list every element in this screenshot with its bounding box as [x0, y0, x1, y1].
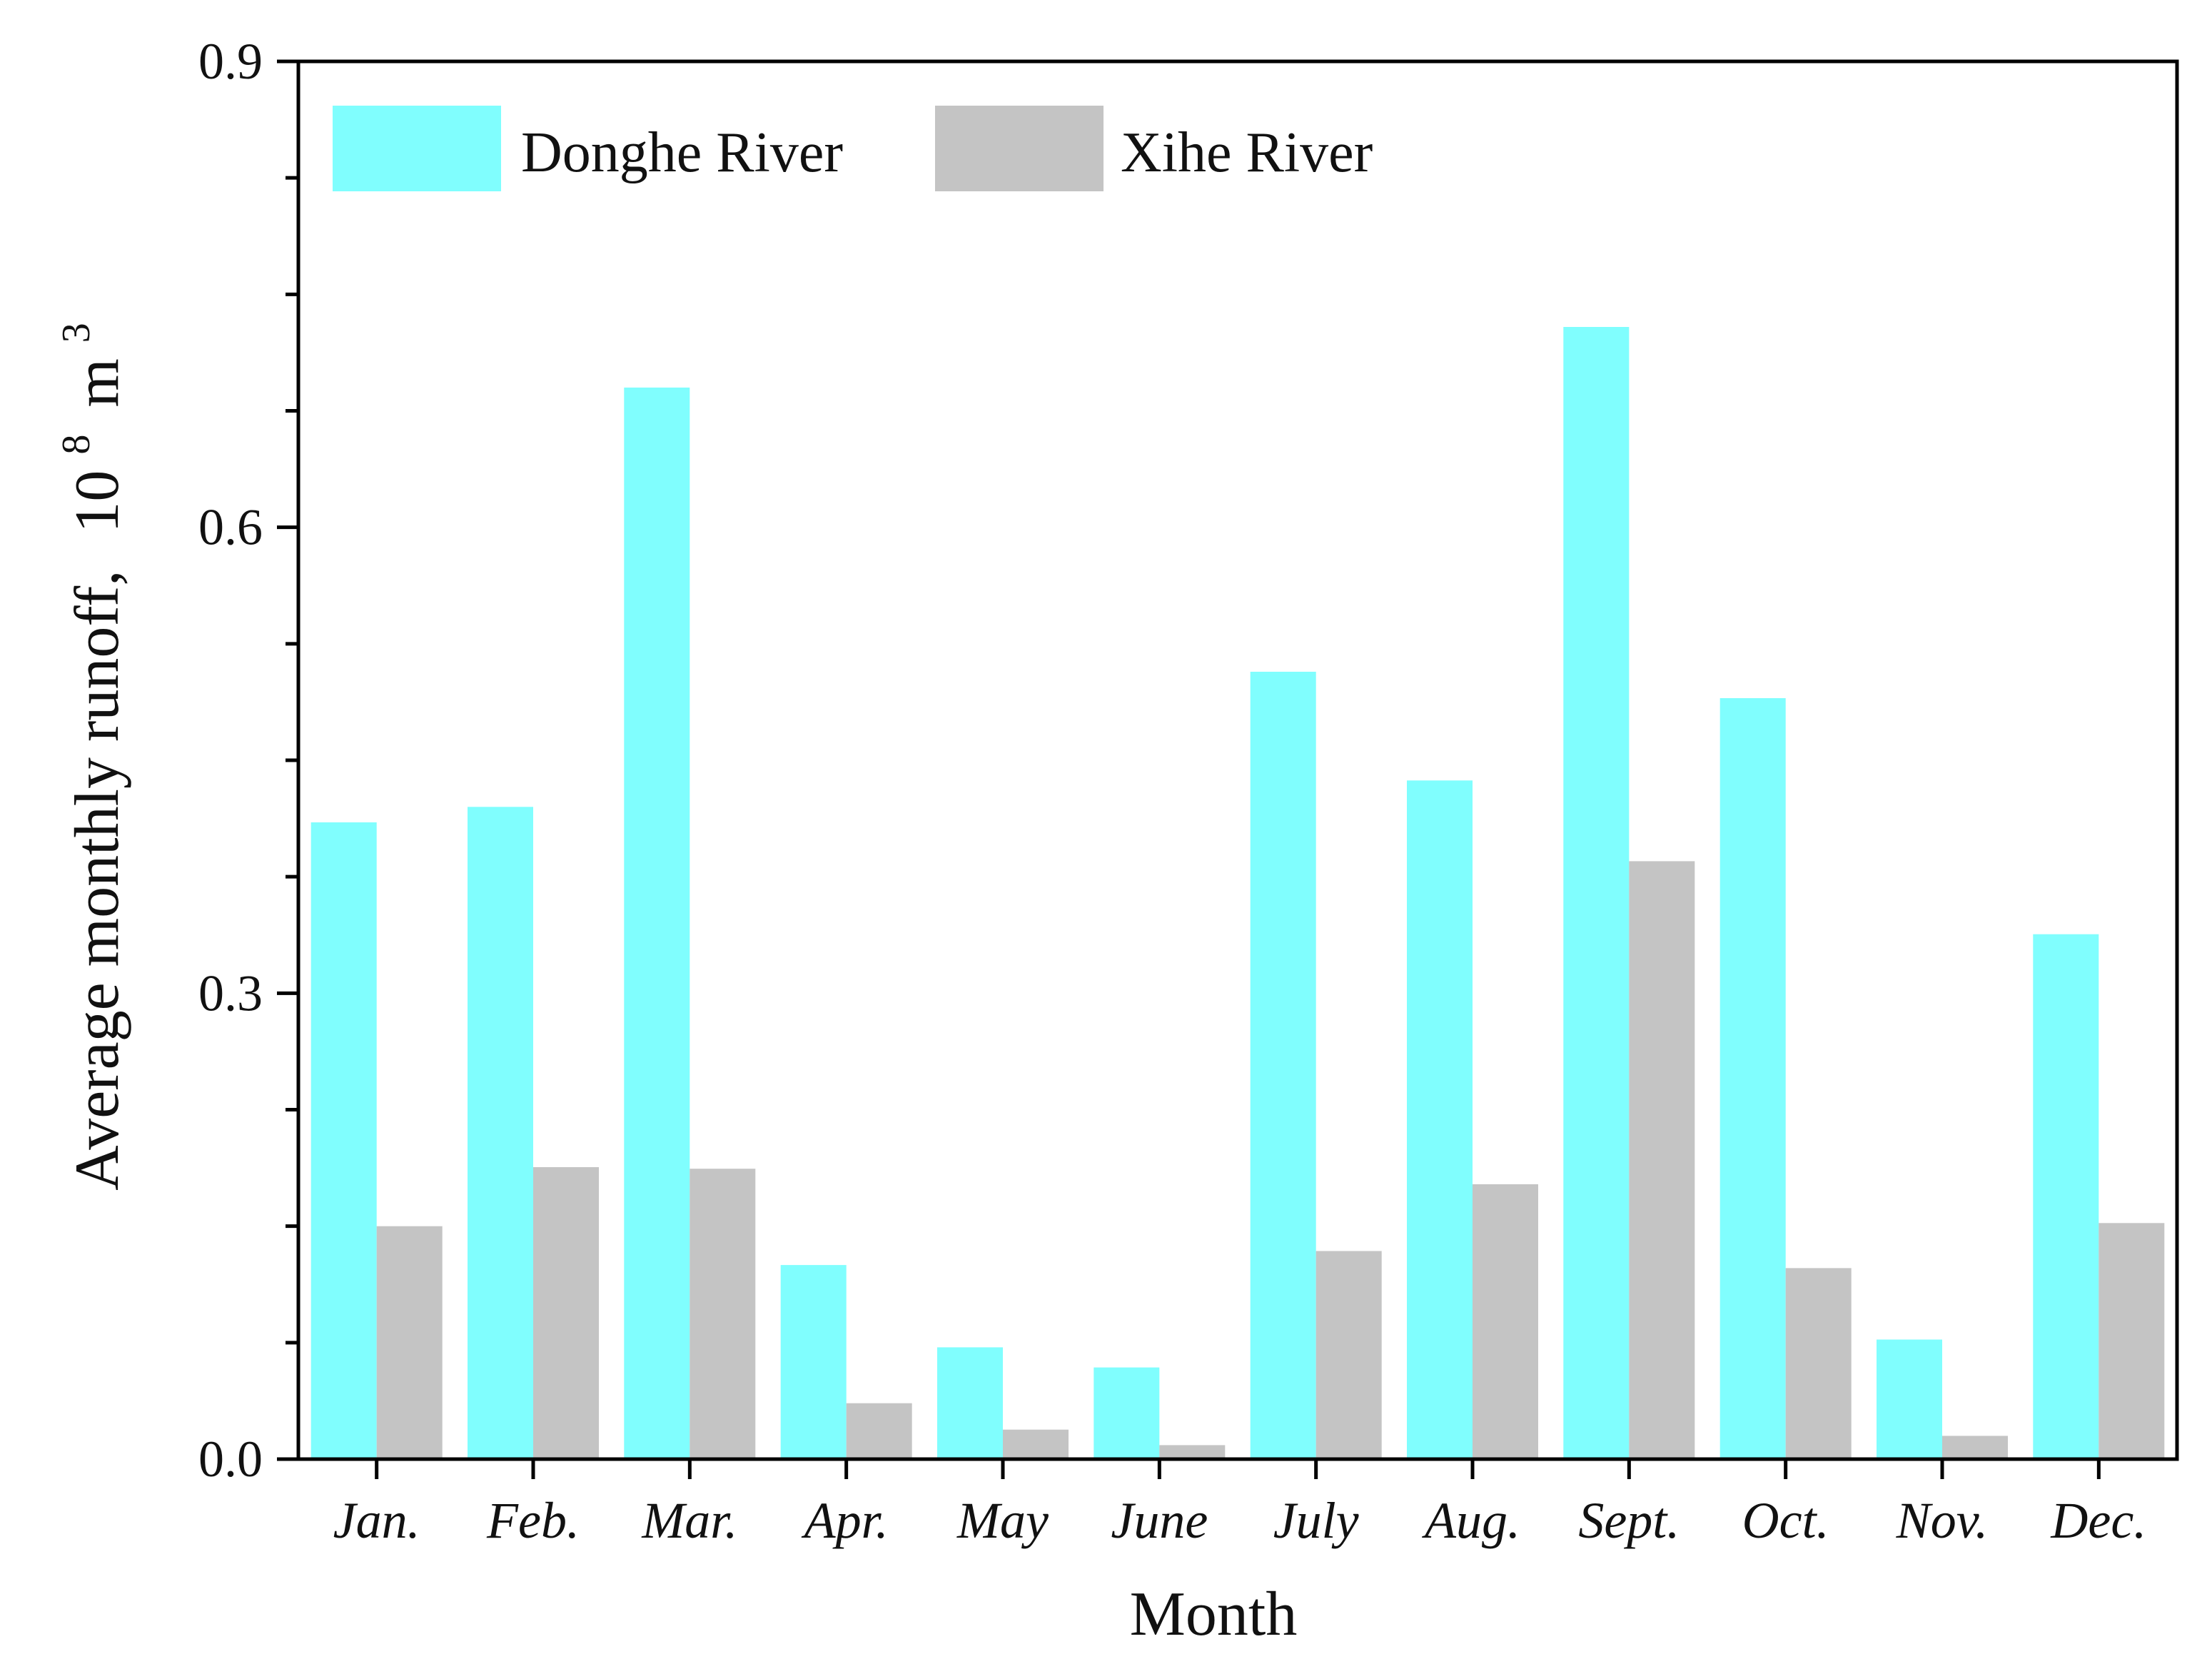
x-category-label: Feb. — [486, 1492, 580, 1549]
y-axis-unit-base: 10 — [63, 470, 132, 533]
bar-donghe-apr — [780, 1265, 847, 1459]
bar-donghe-dec — [2033, 934, 2099, 1459]
bar-donghe-oct — [1719, 698, 1786, 1459]
bar-xihe-apr — [846, 1403, 912, 1459]
bar-donghe-nov — [1877, 1339, 1942, 1459]
bar-xihe-may — [1003, 1429, 1069, 1459]
bar-donghe-feb — [468, 807, 533, 1459]
bar-donghe-sept — [1563, 327, 1630, 1459]
y-axis-title: Average monthly runoff, 10 8 m 3 — [34, 323, 132, 1191]
x-axis-title: Month — [1130, 1580, 1298, 1649]
bars-group — [310, 327, 2165, 1459]
bar-xihe-sept — [1629, 861, 1695, 1459]
legend: Donghe River Xihe River — [333, 106, 1373, 191]
y-tick-label: 0.9 — [198, 33, 263, 90]
x-category-label: July — [1273, 1492, 1359, 1549]
bar-xihe-aug — [1473, 1184, 1538, 1459]
axis-ticks — [277, 59, 2101, 1479]
bar-xihe-dec — [2099, 1223, 2165, 1459]
x-category-label: Nov. — [1896, 1492, 1989, 1549]
bar-donghe-mar — [624, 387, 690, 1459]
x-category-label: Apr. — [802, 1492, 889, 1549]
y-tick-label: 0.3 — [198, 964, 263, 1022]
bar-xihe-nov — [1942, 1436, 2008, 1459]
bar-donghe-jan — [310, 822, 377, 1459]
legend-label-xihe: Xihe River — [1121, 121, 1373, 184]
x-category-label: May — [956, 1492, 1049, 1549]
bar-xihe-june — [1159, 1445, 1226, 1459]
y-tick-labels: 0.0 0.3 0.6 0.9 — [198, 33, 263, 1488]
x-category-label: Oct. — [1742, 1492, 1829, 1549]
bar-donghe-may — [937, 1347, 1003, 1459]
x-category-label: Jan. — [333, 1492, 420, 1549]
x-category-label: Aug. — [1422, 1492, 1520, 1549]
bar-xihe-feb — [533, 1167, 599, 1459]
bar-donghe-july — [1250, 672, 1316, 1459]
y-axis-unit-m: m — [63, 358, 132, 407]
x-category-labels: Jan. Feb. Mar. Apr. May June July Aug. Sept. Oct.… — [333, 1492, 2147, 1549]
legend-label-donghe: Donghe River — [521, 121, 843, 184]
x-category-label: Dec. — [2050, 1492, 2146, 1549]
y-axis-title-text: Average monthly runoff, — [63, 570, 132, 1191]
plot-frame — [296, 59, 2179, 1461]
legend-swatch-xihe — [935, 106, 1104, 191]
bar-donghe-june — [1094, 1367, 1160, 1459]
y-tick-label: 0.6 — [198, 499, 263, 556]
bar-donghe-aug — [1407, 780, 1473, 1459]
y-axis-unit-exp: 8 — [54, 435, 99, 455]
x-category-label: Sept. — [1578, 1492, 1680, 1549]
bar-xihe-july — [1315, 1251, 1382, 1459]
bar-xihe-oct — [1785, 1268, 1852, 1459]
legend-swatch-donghe — [333, 106, 501, 191]
bar-xihe-mar — [690, 1169, 756, 1459]
y-axis-unit-m-exp: 3 — [54, 323, 99, 343]
x-category-label: June — [1111, 1492, 1208, 1549]
y-tick-label: 0.0 — [198, 1431, 263, 1488]
bar-xihe-jan — [376, 1226, 443, 1459]
x-category-label: Mar. — [641, 1492, 737, 1549]
